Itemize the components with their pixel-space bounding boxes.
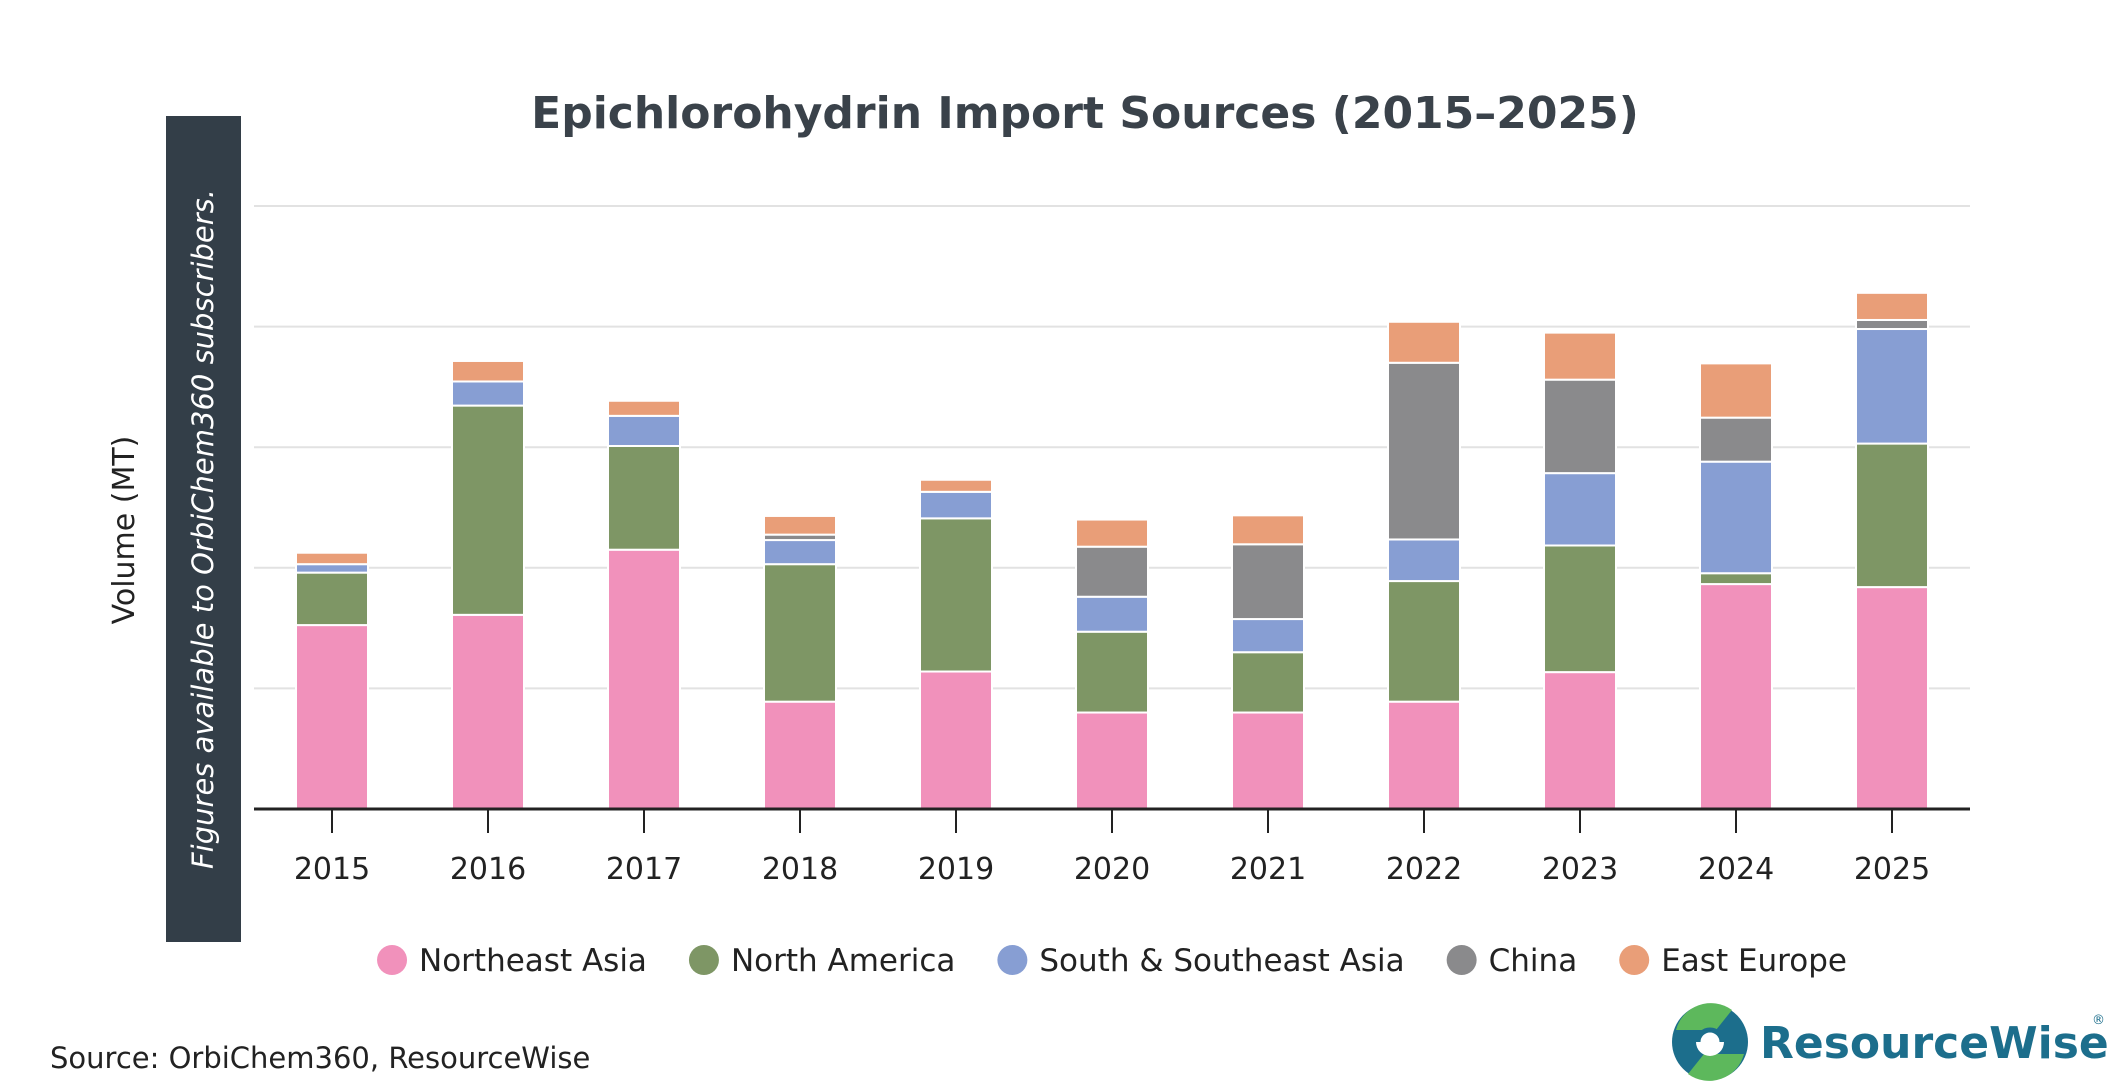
bar-segment [607,548,681,811]
bar-segment [1387,320,1461,364]
bar-segment [763,700,837,811]
bar-segment [1543,378,1617,475]
bar-segment [1543,671,1617,811]
legend: Northeast Asia North America South & South… [377,943,1847,979]
bar-segment [1231,651,1305,714]
chart-title: Epichlorohydrin Import Sources (2015–202… [531,88,1639,139]
x-tick-label: 2022 [1386,852,1462,887]
bar-segment [763,563,837,703]
subscriber-banner: Figures available to OrbiChem360 subscri… [166,116,241,942]
x-tick-label: 2024 [1698,852,1774,887]
bar-segment [1855,318,1929,331]
bar-segment [1075,518,1149,548]
legend-marker [377,945,408,975]
legend-item: South & Southeast Asia [997,943,1405,979]
bar-segment [919,490,993,520]
bar-segment [1855,586,1929,811]
y-axis-label: Volume (MT) [107,436,142,625]
bar-segment [1855,442,1929,589]
bar-segment [1543,472,1617,547]
bar-segment [1075,711,1149,811]
bar-segment [1387,538,1461,583]
legend-marker [688,945,719,975]
bar-segment [1231,618,1305,654]
bar-segment [1387,700,1461,811]
legend-marker [1619,945,1650,975]
x-tick-label: 2020 [1074,852,1150,887]
x-tick-label: 2023 [1542,852,1618,887]
bar-segment [1699,416,1773,463]
legend-label: North America [731,943,955,979]
bar-segment [295,624,369,811]
bar-segment [919,517,993,673]
bar-segment [1387,361,1461,541]
brand-name: ResourceWise [1760,1018,2109,1069]
bar-segment [295,571,369,627]
brand-registered-mark: ® [2092,1013,2105,1028]
bar-segment [763,539,837,566]
bar-segment [451,404,525,616]
bar-segment [763,514,837,536]
legend-item: North America [688,943,955,979]
bar-segment [1387,580,1461,703]
x-tick-label: 2016 [450,852,526,887]
bar-segment [1075,545,1149,598]
legend-marker [997,945,1028,975]
bar-segment [607,399,681,417]
brand-swirl-icon [1672,1003,1748,1081]
bar-segment [451,613,525,810]
bar-segment [1699,583,1773,810]
bar-segment [1231,543,1305,621]
bar-segment [1075,595,1149,633]
x-tick-label: 2018 [762,852,838,887]
x-tick-label: 2017 [606,852,682,887]
x-tick-label: 2021 [1230,852,1306,887]
bar-segment [1543,331,1617,381]
bar-segment [1231,514,1305,546]
bar-segment [1231,711,1305,811]
bar-segment [295,563,369,574]
legend-label: China [1489,943,1578,979]
bar-segment [1075,630,1149,714]
bar-segment [1543,544,1617,674]
legend-item: East Europe [1619,943,1847,979]
bar-segment [607,444,681,551]
bar-segment [607,414,681,447]
legend-label: South & Southeast Asia [1039,943,1404,979]
brand-logo: ResourceWise ® [1672,1003,2109,1081]
source-note: Source: OrbiChem360, ResourceWise [50,1041,590,1075]
bar-segment [1699,362,1773,419]
x-tick-label: 2019 [918,852,994,887]
bar-segment [919,670,993,810]
legend-label: East Europe [1661,943,1847,979]
banner-background [166,116,241,942]
legend-label: Northeast Asia [419,943,647,979]
legend-item: China [1446,943,1578,979]
legend-item: Northeast Asia [377,943,647,979]
bar-segment [451,359,525,383]
bar-segment [1855,291,1929,321]
legend-marker [1446,945,1477,975]
x-tick-label: 2025 [1854,852,1930,887]
banner-text: Figures available to OrbiChem360 subscri… [186,189,220,869]
x-tick-label: 2015 [294,852,370,887]
bar-segment [451,380,525,407]
bar-segment [919,478,993,493]
x-axis: 2015 2016 2017 2018 2019 2020 2021 2022 2023 2024… [254,807,1970,887]
bar-segment [1699,572,1773,586]
bar-segment [295,551,369,566]
bar-segment [1855,328,1929,445]
bar-segment [1699,460,1773,575]
bars [295,291,1929,811]
